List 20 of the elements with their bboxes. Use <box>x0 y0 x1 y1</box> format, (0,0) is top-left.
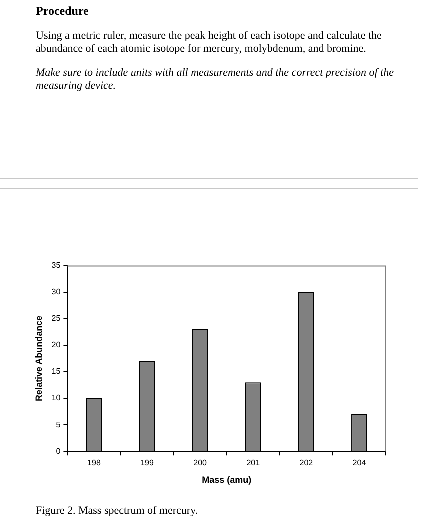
y-tick-label: 5 <box>56 420 62 430</box>
y-tick-label: 0 <box>56 446 62 456</box>
text: Procedure <box>36 4 90 18</box>
x-tick-label: 199 <box>140 458 154 468</box>
caption: Figure 2. Mass spectrum of mercury. <box>36 505 200 518</box>
text: Make sure to include units with all measurements and the correct precision of the measuring device. <box>36 67 395 93</box>
y-tick-label: 30 <box>52 288 62 297</box>
x-axis-title: Mass (amu) <box>202 475 252 486</box>
y-tick-label: 25 <box>52 314 62 324</box>
x-tick-label: 202 <box>300 458 314 468</box>
x-tick-label: 204 <box>352 458 367 468</box>
y-tick-label: 20 <box>52 340 62 350</box>
x-tick-label: 198 <box>88 458 102 468</box>
y-axis-title: Relative Abundance <box>34 316 44 402</box>
x-tick-label: 200 <box>194 458 208 468</box>
y-tick-label: 35 <box>52 261 62 270</box>
text: Using a metric ruler, measure the peak height of each isotope and calculate the abundance of each atomic isotope for mercury, molybdenum, and bromine. <box>36 30 383 56</box>
y-tick-label: 10 <box>52 394 62 403</box>
x-tick-label: 201 <box>246 458 261 468</box>
y-tick-label: 15 <box>52 367 62 376</box>
